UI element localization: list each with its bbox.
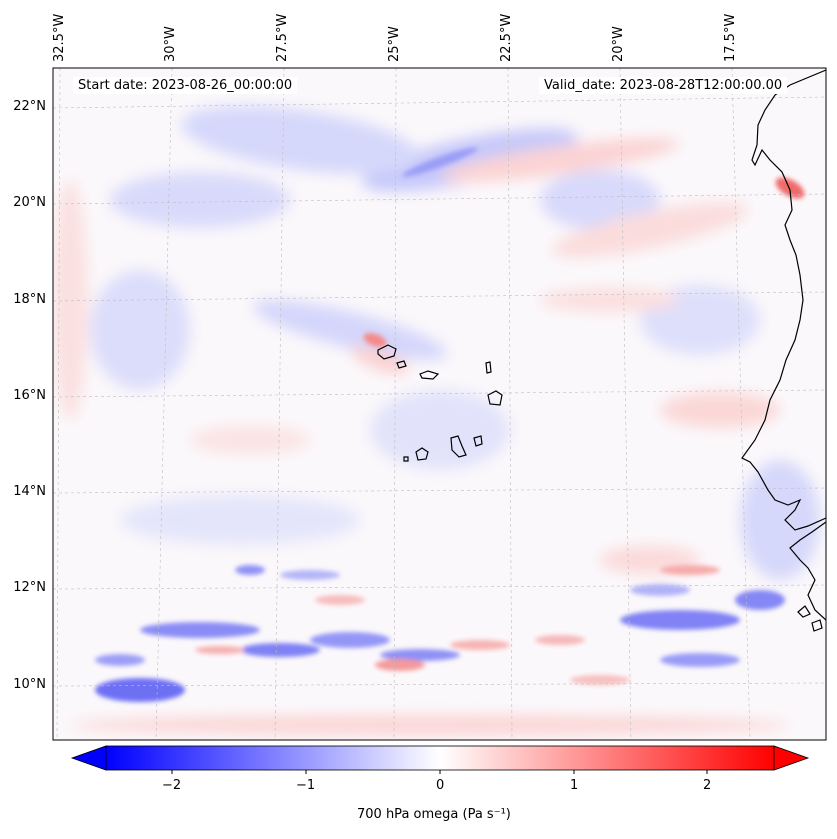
lon-label: 30°W: [163, 26, 178, 62]
colorbar-tick-label: −1: [296, 778, 316, 793]
lat-label: 18°N: [13, 292, 46, 307]
lat-label: 10°N: [13, 677, 46, 692]
lon-label: 32.5°W: [52, 13, 67, 62]
colorbar-tick-label: 0: [436, 778, 445, 793]
island-fogo: [415, 447, 429, 461]
omega-field-smooth: [53, 105, 820, 735]
omega-field: [53, 68, 826, 740]
island-sao-vicente: [396, 360, 407, 369]
lat-label: 12°N: [13, 580, 46, 595]
colorbar-extend-min: [70, 745, 107, 771]
colorbar-tick-label: 1: [570, 778, 579, 793]
colorbar-label: 700 hPa omega (Pa s⁻¹): [357, 807, 511, 822]
map-frame: [52, 67, 827, 741]
colorbar-extend-max: [773, 745, 810, 771]
island-santiago: [450, 435, 467, 458]
omega-field-convective: [95, 147, 805, 702]
island-bijagos: [797, 605, 823, 632]
lat-label: 16°N: [13, 388, 46, 403]
island-santo-antao: [377, 344, 397, 360]
colorbar: [70, 745, 810, 774]
lon-label: 27.5°W: [275, 13, 290, 62]
lat-label: 14°N: [13, 484, 46, 499]
lon-label: 25°W: [387, 26, 402, 62]
graticule: [53, 68, 826, 740]
island-brava: [403, 456, 409, 462]
lon-label: 22.5°W: [499, 13, 514, 62]
colorbar-tick-label: −2: [162, 778, 182, 793]
lat-label: 20°N: [13, 195, 46, 210]
coastline: [377, 69, 826, 632]
valid-date-label: Valid_date: 2023-08-28T12:00:00.00: [539, 77, 788, 94]
island-sao-nicolau: [419, 370, 440, 380]
colorbar-tick-label: 2: [703, 778, 712, 793]
lon-label: 20°W: [611, 26, 626, 62]
colorbar-body: [105, 745, 775, 771]
lon-label: 17.5°W: [723, 13, 738, 62]
island-maio: [473, 435, 483, 447]
island-sal: [485, 361, 492, 374]
coast-south: [789, 521, 826, 621]
african-coast: [741, 69, 826, 531]
lat-label: 22°N: [13, 99, 46, 114]
island-boa-vista: [487, 390, 503, 406]
start-date-label: Start date: 2023-08-26_00:00:00: [73, 77, 298, 94]
